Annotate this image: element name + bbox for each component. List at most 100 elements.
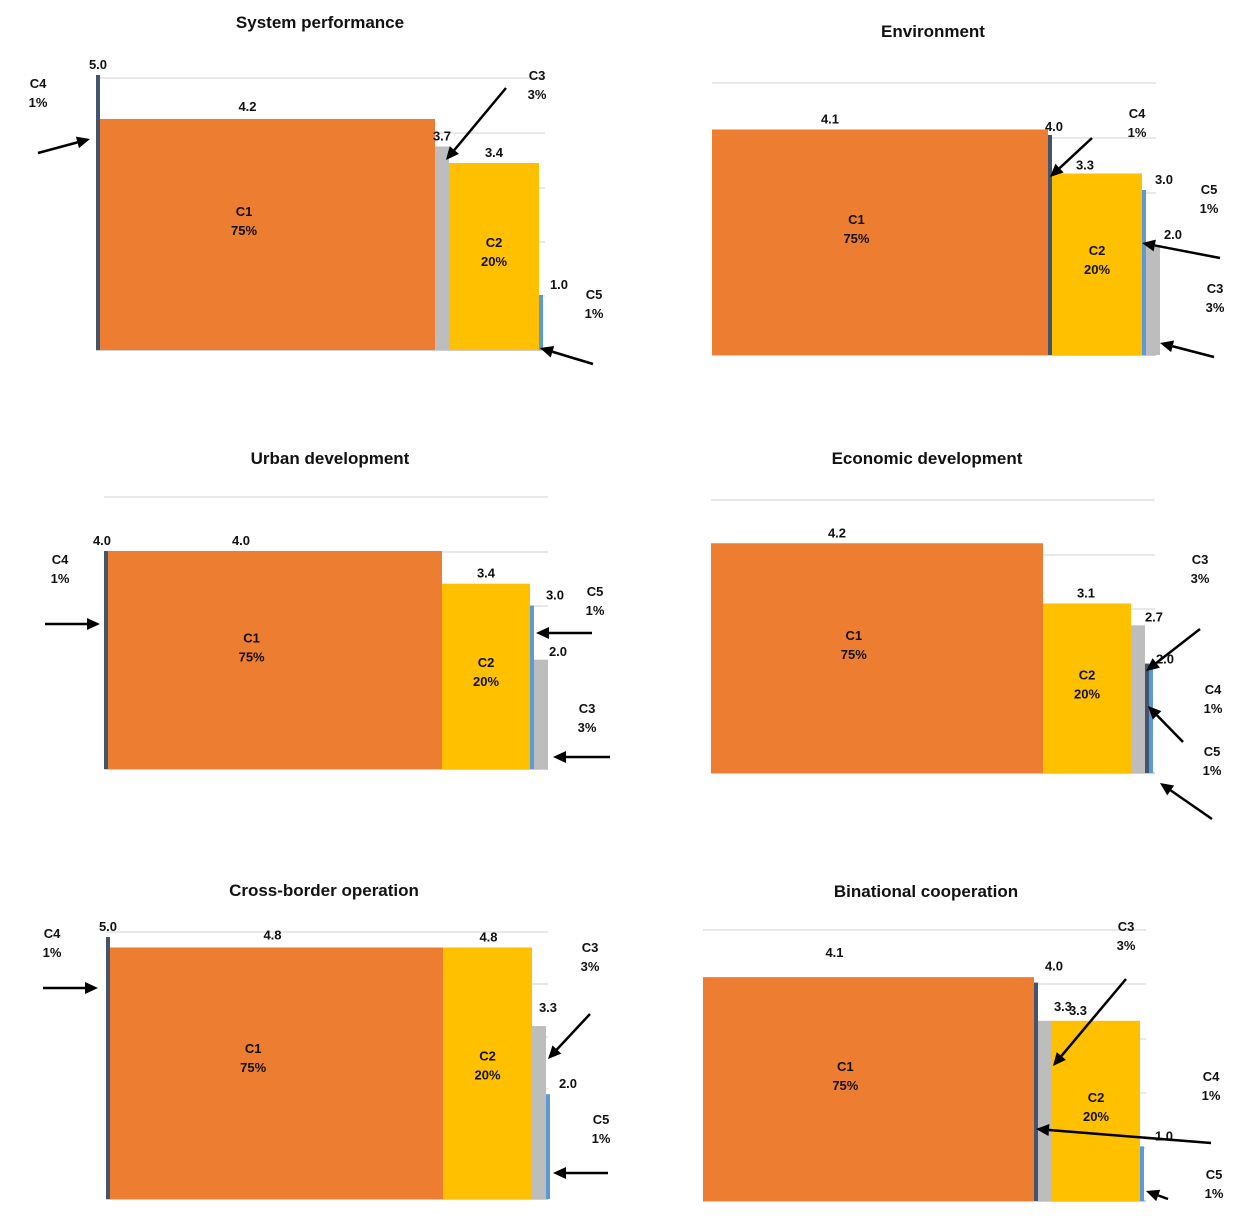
arrow-head [536,627,549,639]
callout-name: C5 [1206,1167,1223,1182]
callout-share: 1% [1205,1186,1224,1201]
arrow-line [1156,714,1184,743]
callout-share: 3% [1191,571,1210,586]
arrow-head [75,136,90,149]
bar-c5 [539,295,543,350]
bar-c4 [106,937,110,1199]
callout-arrow [1146,628,1201,671]
bar-c3 [1146,245,1160,355]
data-label: 3.0 [1155,172,1173,187]
callout-name: C5 [593,1112,610,1127]
data-label: 3.7 [433,129,451,144]
segment-name: C1 [245,1041,262,1056]
chart-title: System performance [236,13,404,32]
callout-share: 3% [1206,300,1225,315]
data-label: 3.4 [477,566,496,581]
bar-c5 [546,1094,550,1199]
segment-share: 75% [841,647,867,662]
data-label: 3.1 [1077,585,1095,600]
bar-c3 [435,146,449,350]
data-label: 4.2 [828,525,846,540]
callout-share: 1% [586,603,605,618]
arrow-line [1154,244,1221,260]
arrow-head [87,618,100,630]
chart-panel: Environment 4.1 C1 75% 4.0 3.3 C2 20% 3.0 2.0 C4 1%… [712,22,1225,359]
data-label: 4.2 [238,99,256,114]
bar-c4 [1048,135,1052,355]
callout-arrow [1036,1124,1212,1145]
callout-share: 1% [1202,1088,1221,1103]
arrow-head [446,146,459,160]
data-label: 1.0 [1155,1128,1173,1143]
arrow-line [453,87,507,151]
callout-name: C4 [1205,682,1222,697]
callout-name: C5 [1204,744,1221,759]
data-label: 3.3 [1076,158,1094,173]
callout-share: 1% [592,1131,611,1146]
callout-name: C4 [30,76,47,91]
callout-share: 3% [1117,938,1136,953]
arrow-line [37,141,78,155]
callout-share: 1% [43,945,62,960]
callout-share: 3% [581,959,600,974]
data-label: 3.4 [485,145,504,160]
arrow-head [1050,163,1064,177]
segment-share: 20% [1074,687,1100,702]
callout-name: C3 [1118,919,1135,934]
data-label: 5.0 [89,57,107,72]
data-label: 2.0 [549,644,567,659]
callout-share: 1% [1200,201,1219,216]
callout-name: C4 [44,926,61,941]
chart-title: Economic development [832,449,1023,468]
callout-name: C3 [529,68,546,83]
segment-share: 75% [231,223,257,238]
segment-name: C1 [837,1059,854,1074]
arrow-head [548,1045,562,1059]
callout-arrow [1148,706,1184,743]
segment-name: C1 [845,628,862,643]
segment-name: C2 [479,1049,496,1064]
callout-share: 1% [29,95,48,110]
segment-share: 20% [481,254,507,269]
segment-name: C2 [486,235,503,250]
arrow-head [553,751,566,763]
bar-c3 [532,1026,546,1199]
chart-title: Urban development [251,449,410,468]
data-label: 4.8 [479,929,497,944]
data-label: 3.3 [1054,999,1072,1014]
callout-arrow [1160,783,1213,821]
bar-c3 [1038,1020,1052,1201]
callout-name: C5 [586,287,603,302]
segment-share: 20% [1083,1109,1109,1124]
callout-name: C3 [1207,281,1224,296]
bar-c1 [712,129,1048,355]
arrow-head [1036,1124,1050,1137]
chart-title: Environment [881,22,985,41]
segment-name: C1 [236,204,253,219]
bar-c1 [110,947,443,1199]
callout-name: C4 [1129,106,1146,121]
data-label: 3.3 [1069,1003,1087,1018]
bar-c5 [530,605,534,769]
callout-arrow [446,87,507,160]
bar-c2 [442,583,530,769]
arrow-head [1146,1189,1161,1202]
bar-c3 [1131,625,1145,773]
callout-name: C5 [1201,182,1218,197]
bar-c2 [1043,603,1131,773]
callout-arrow [536,627,592,639]
data-label: 4.8 [263,927,281,942]
callout-arrow [1050,137,1093,177]
bar-c4 [1145,663,1149,773]
data-label: 2.7 [1145,609,1163,624]
data-label: 4.0 [232,533,250,548]
chart-title: Binational cooperation [834,882,1018,901]
chart-title: Cross-border operation [229,881,419,900]
callout-name: C4 [1203,1069,1220,1084]
callout-name: C4 [52,552,69,567]
callout-arrow [1053,978,1127,1066]
data-label: 4.0 [93,533,111,548]
segment-name: C2 [1079,668,1096,683]
callout-arrow [553,1167,608,1179]
